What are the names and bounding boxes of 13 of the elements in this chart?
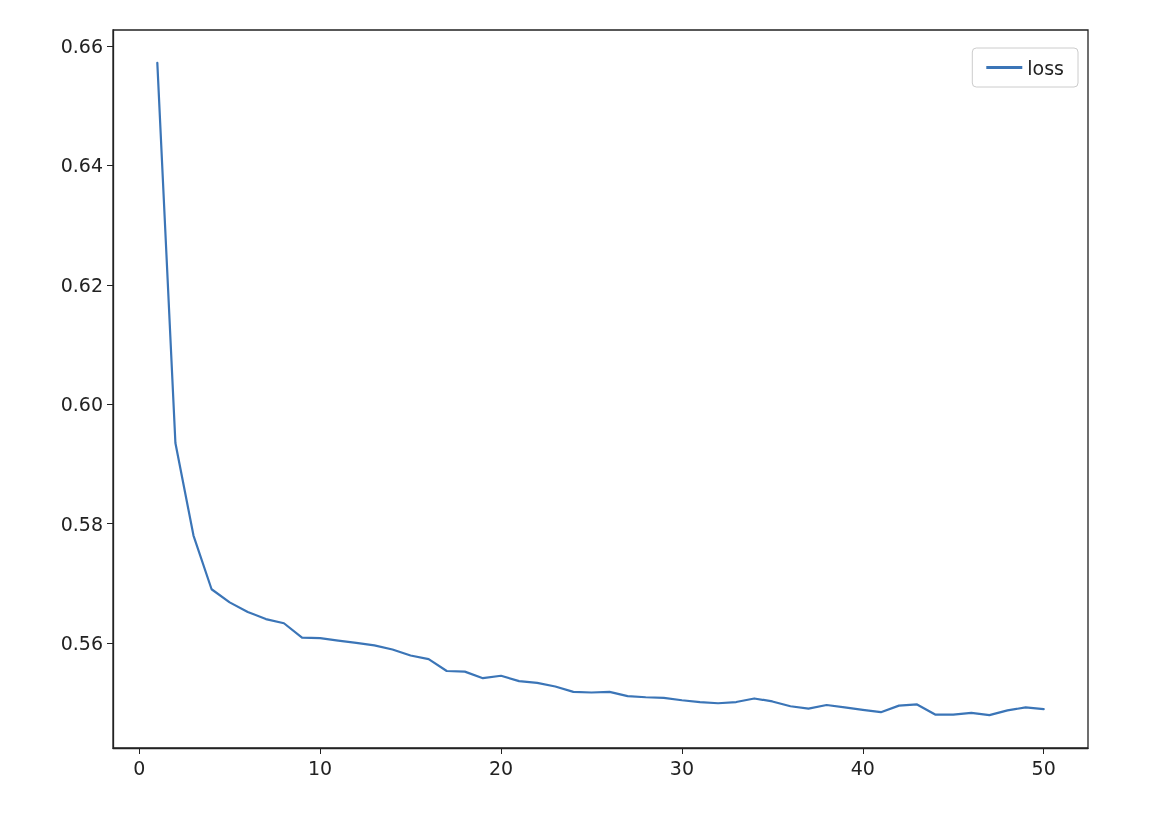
x-tick-label: 50 bbox=[1031, 756, 1056, 779]
x-tick-label: 20 bbox=[488, 756, 514, 779]
x-tick-label: 30 bbox=[669, 756, 694, 779]
y-tick-label: 0.60 bbox=[60, 393, 103, 416]
x-tick-label: 0 bbox=[133, 756, 146, 779]
y-tick-label: 0.64 bbox=[60, 154, 103, 177]
legend-label: loss bbox=[1027, 56, 1064, 79]
x-tick-label: 10 bbox=[308, 756, 333, 779]
y-tick-label: 0.66 bbox=[60, 35, 103, 58]
y-tick-label: 0.58 bbox=[60, 512, 103, 535]
y-tick-label: 0.56 bbox=[60, 631, 103, 654]
x-tick-label: 40 bbox=[850, 756, 875, 779]
y-tick-label: 0.62 bbox=[60, 273, 103, 296]
